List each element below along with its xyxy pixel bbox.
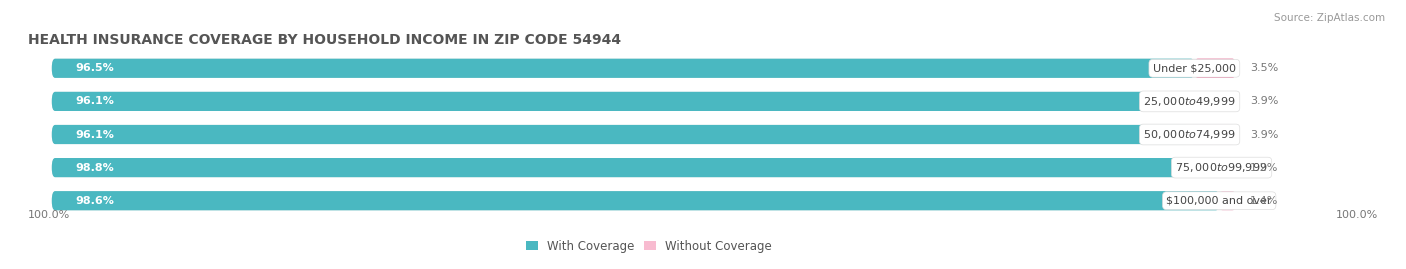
FancyBboxPatch shape	[52, 92, 1236, 111]
Text: Source: ZipAtlas.com: Source: ZipAtlas.com	[1274, 13, 1385, 23]
FancyBboxPatch shape	[52, 92, 1189, 111]
FancyBboxPatch shape	[52, 158, 1222, 177]
Text: $100,000 and over: $100,000 and over	[1167, 196, 1272, 206]
Text: HEALTH INSURANCE COVERAGE BY HOUSEHOLD INCOME IN ZIP CODE 54944: HEALTH INSURANCE COVERAGE BY HOUSEHOLD I…	[28, 33, 621, 47]
FancyBboxPatch shape	[1222, 158, 1236, 177]
FancyBboxPatch shape	[1189, 125, 1236, 144]
FancyBboxPatch shape	[52, 158, 1236, 177]
Text: $75,000 to $99,999: $75,000 to $99,999	[1175, 161, 1268, 174]
FancyBboxPatch shape	[1219, 191, 1236, 210]
Text: 1.4%: 1.4%	[1250, 196, 1278, 206]
Text: 1.2%: 1.2%	[1250, 162, 1278, 173]
FancyBboxPatch shape	[52, 125, 1189, 144]
FancyBboxPatch shape	[52, 191, 1236, 210]
Text: 98.8%: 98.8%	[76, 162, 114, 173]
Text: 3.5%: 3.5%	[1250, 63, 1278, 73]
FancyBboxPatch shape	[52, 125, 1236, 144]
FancyBboxPatch shape	[52, 59, 1236, 78]
Text: 96.1%: 96.1%	[76, 129, 114, 140]
Text: 98.6%: 98.6%	[76, 196, 114, 206]
Text: 100.0%: 100.0%	[1336, 210, 1378, 220]
FancyBboxPatch shape	[1194, 59, 1236, 78]
Text: $50,000 to $74,999: $50,000 to $74,999	[1143, 128, 1236, 141]
Text: 3.9%: 3.9%	[1250, 129, 1278, 140]
Text: 100.0%: 100.0%	[28, 210, 70, 220]
Text: Under $25,000: Under $25,000	[1153, 63, 1236, 73]
Text: 96.1%: 96.1%	[76, 96, 114, 107]
Text: 3.9%: 3.9%	[1250, 96, 1278, 107]
Text: 96.5%: 96.5%	[76, 63, 114, 73]
Legend: With Coverage, Without Coverage: With Coverage, Without Coverage	[526, 240, 772, 253]
Text: $25,000 to $49,999: $25,000 to $49,999	[1143, 95, 1236, 108]
FancyBboxPatch shape	[1189, 92, 1236, 111]
FancyBboxPatch shape	[52, 191, 1219, 210]
FancyBboxPatch shape	[52, 59, 1194, 78]
